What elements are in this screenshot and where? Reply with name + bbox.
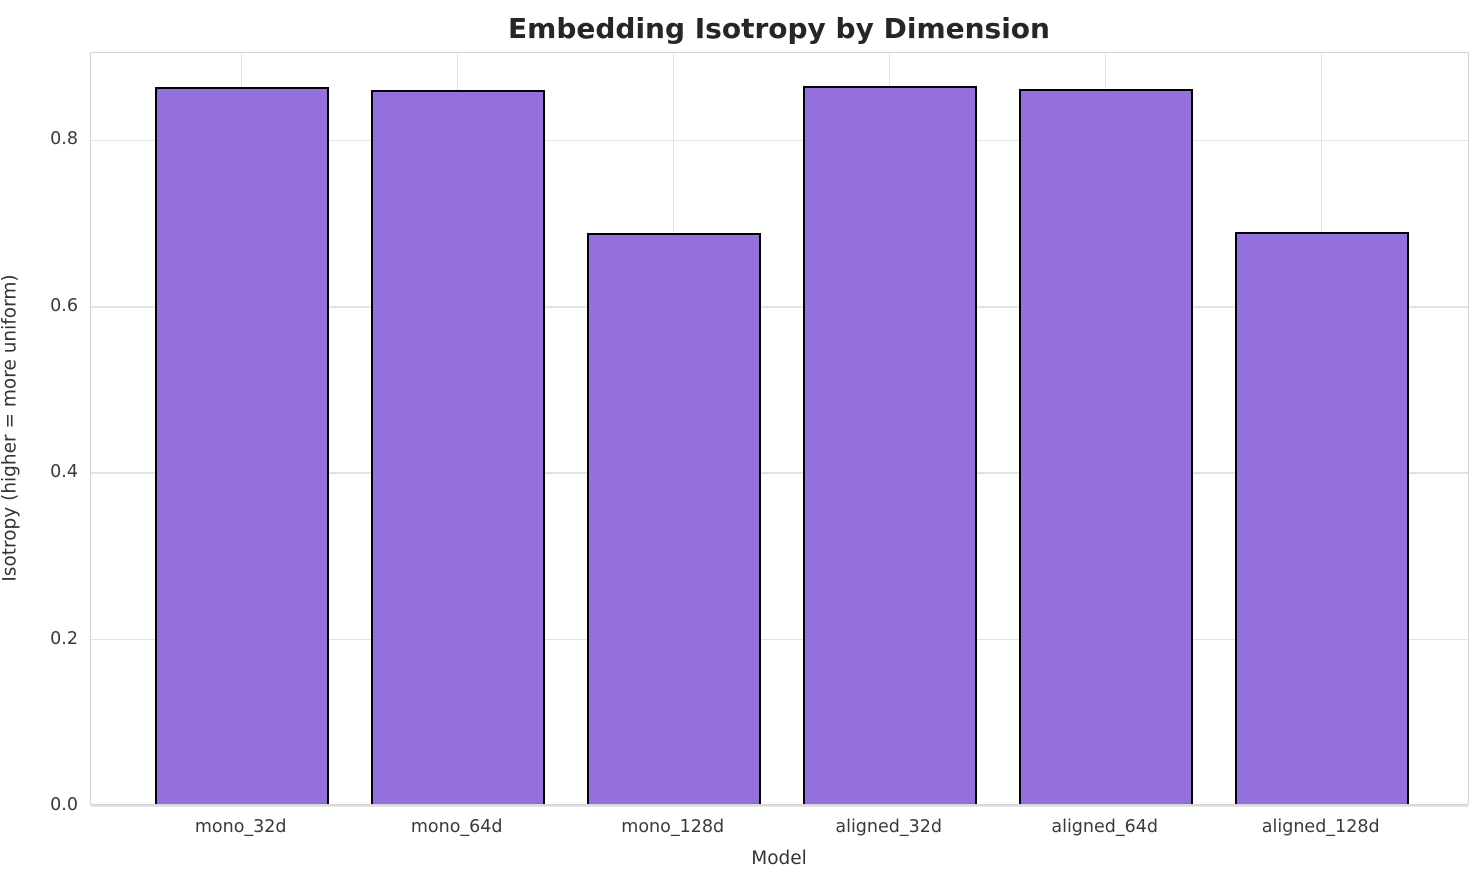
y-tick-label-0.2: 0.2 [50, 628, 78, 649]
y-tick-label-0.6: 0.6 [50, 295, 78, 316]
x-tick-label-mono_128d: mono_128d [621, 817, 725, 837]
y-axis-label: Isotropy (higher = more uniform) [0, 274, 21, 582]
h-gridline-0.4 [91, 472, 1468, 474]
x-tick-label-aligned_32d: aligned_32d [835, 817, 943, 837]
y-tick-label-0.4: 0.4 [50, 462, 78, 483]
h-gridline-0.8 [91, 139, 1468, 142]
x-tick-label-aligned_128d: aligned_128d [1261, 817, 1380, 837]
y-tick-label-0.0: 0.0 [50, 795, 78, 815]
y-tick-label-0.8: 0.8 [50, 129, 78, 150]
x-tick-label-aligned_64d: aligned_64d [1051, 817, 1159, 837]
x-axis-label: Model [751, 848, 807, 869]
plot-area [90, 52, 1469, 807]
x-tick-label-mono_64d: mono_64d [410, 817, 503, 837]
bar-mono_128d [586, 233, 761, 804]
h-gridline-0.6 [91, 306, 1468, 308]
chart-title: Embedding Isotropy by Dimension [508, 12, 1050, 45]
bar-mono_32d [154, 86, 329, 804]
bar-mono_64d [370, 90, 545, 804]
bar-aligned_32d [802, 85, 977, 804]
h-gridline-0.2 [91, 638, 1468, 641]
bar-aligned_64d [1018, 89, 1193, 804]
h-gridline-0.0 [91, 805, 1468, 807]
x-tick-label-mono_32d: mono_32d [194, 817, 287, 837]
bar-aligned_128d [1234, 232, 1409, 804]
